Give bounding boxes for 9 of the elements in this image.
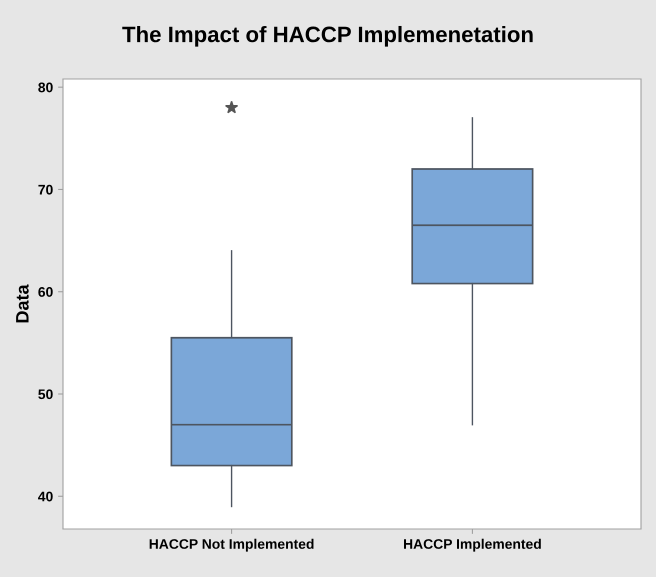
y-tick-label: 60: [38, 287, 53, 297]
y-tick-label: 50: [38, 389, 53, 400]
y-tick-label: 80: [38, 82, 53, 92]
x-tick-label: HACCP Implemented: [404, 538, 541, 552]
x-tick-label: HACCP Not Implemented: [150, 538, 314, 552]
y-axis-title: Data: [16, 284, 29, 322]
y-tick-label: 40: [38, 492, 53, 502]
y-tick-label: 70: [38, 184, 53, 195]
chart-title: The Impact of HACCP Implemenetation: [122, 26, 533, 47]
